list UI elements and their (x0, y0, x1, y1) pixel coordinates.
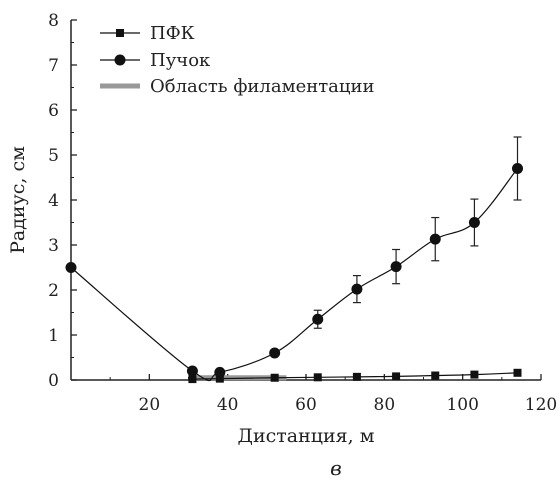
data-point-pfk (513, 368, 522, 377)
data-point-beam (186, 365, 198, 377)
y-tick-label: 2 (48, 281, 59, 301)
data-point-beam (214, 366, 226, 378)
data-point-beam (312, 313, 324, 325)
data-point-pfk (270, 373, 279, 382)
legend-label-beam: Пучок (150, 50, 211, 71)
y-axis-label: Радиус, см (7, 146, 29, 254)
data-point-beam (351, 283, 363, 295)
data-point-beam (429, 233, 441, 245)
data-point-pfk (313, 373, 322, 382)
legend-marker-beam (114, 54, 126, 66)
data-point-pfk (431, 371, 440, 380)
y-tick-label: 4 (48, 191, 59, 211)
y-tick-label: 0 (48, 371, 59, 391)
data-point-beam (512, 163, 523, 174)
legend-label-pfk: ПФК (150, 23, 195, 44)
data-point-beam (65, 262, 77, 273)
y-tick-label: 8 (48, 11, 59, 31)
legend-label-span: Область филаментации (150, 76, 374, 97)
x-tick-label: 80 (374, 395, 396, 415)
data-point-pfk (188, 375, 197, 384)
y-tick-label: 7 (48, 56, 59, 76)
x-tick-label: 40 (217, 395, 239, 415)
x-tick-label: 20 (139, 395, 161, 415)
data-point-pfk (215, 374, 224, 383)
y-tick-label: 1 (48, 326, 59, 346)
x-tick-label: 60 (295, 395, 317, 415)
y-tick-label: 6 (48, 101, 59, 121)
x-tick-label: 100 (446, 395, 478, 415)
data-point-pfk (352, 372, 361, 381)
data-point-beam (390, 261, 402, 273)
x-tick-label: 120 (525, 395, 557, 415)
data-point-beam (468, 217, 480, 228)
data-point-beam (269, 347, 281, 359)
data-point-pfk (392, 372, 401, 381)
series-line-beam (70, 168, 518, 382)
y-tick-label: 5 (48, 146, 59, 166)
legend-marker-pfk (116, 29, 124, 37)
panel-label: в (330, 456, 342, 480)
y-tick-label: 3 (48, 236, 59, 256)
data-point-pfk (470, 370, 479, 379)
x-axis-label: Дистанция, м (238, 425, 375, 447)
